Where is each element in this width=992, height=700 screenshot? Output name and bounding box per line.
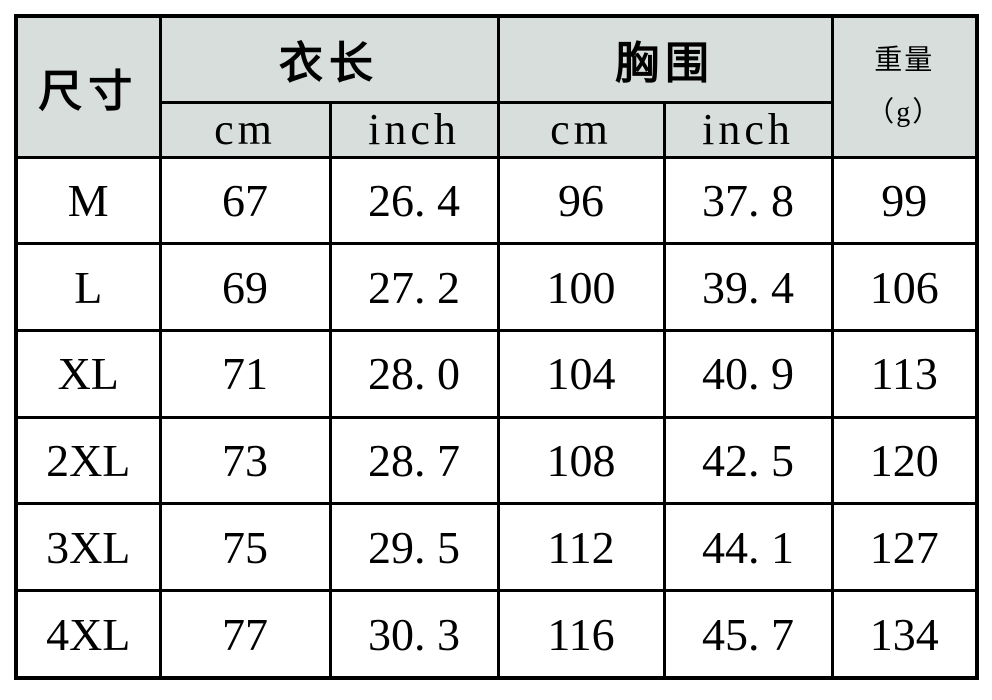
- subheader-chest-inch: inch: [662, 100, 834, 159]
- length-inch-cell: 28. 7: [328, 415, 500, 506]
- size-cell: L: [14, 242, 162, 332]
- chest-cm-cell: 96: [496, 155, 666, 246]
- chest-inch-cell: 37. 8: [662, 155, 834, 246]
- size-chart-table: 尺寸 衣长 胸围 重量 （g） cm inch cm inch M 67 26.…: [14, 14, 979, 680]
- chest-cm-cell: 116: [496, 589, 666, 680]
- header-weight: 重量 （g）: [830, 14, 979, 159]
- header-length: 衣长: [158, 14, 500, 104]
- length-cm-cell: 69: [158, 242, 332, 332]
- chest-inch-cell: 40. 9: [662, 328, 834, 419]
- weight-cell: 99: [830, 155, 979, 246]
- size-chart: 尺寸 衣长 胸围 重量 （g） cm inch cm inch M 67 26.…: [14, 14, 979, 680]
- size-cell: XL: [14, 328, 162, 419]
- chest-cm-cell: 108: [496, 415, 666, 506]
- table-row: 2XL 73 28. 7 108 42. 5 120: [14, 415, 979, 506]
- table-row: L 69 27. 2 100 39. 4 106: [14, 242, 979, 332]
- table-row: 3XL 75 29. 5 112 44. 1 127: [14, 502, 979, 593]
- weight-cell: 127: [830, 502, 979, 593]
- size-cell: 2XL: [14, 415, 162, 506]
- header-row-units: cm inch cm inch: [16, 100, 977, 159]
- length-cm-cell: 75: [158, 502, 332, 593]
- header-row-main: 尺寸 衣长 胸围 重量 （g）: [14, 14, 979, 159]
- length-cm-cell: 71: [158, 328, 332, 419]
- length-inch-cell: 27. 2: [328, 242, 500, 332]
- weight-cell: 134: [830, 589, 979, 680]
- header-chest: 胸围: [496, 14, 834, 104]
- chest-cm-cell: 100: [496, 242, 666, 332]
- length-cm-cell: 77: [158, 589, 332, 680]
- chest-cm-cell: 104: [496, 328, 666, 419]
- header-size: 尺寸: [14, 14, 162, 159]
- length-cm-cell: 67: [158, 155, 332, 246]
- weight-unit-label: （g）: [866, 96, 943, 128]
- chest-inch-cell: 42. 5: [662, 415, 834, 506]
- weight-label: 重量: [874, 44, 935, 76]
- weight-cell: 120: [830, 415, 979, 506]
- subheader-chest-cm: cm: [496, 100, 666, 159]
- size-cell: 4XL: [14, 589, 162, 680]
- size-cell: 3XL: [14, 502, 162, 593]
- length-inch-cell: 28. 0: [328, 328, 500, 419]
- table-row: XL 71 28. 0 104 40. 9 113: [14, 328, 979, 419]
- length-cm-cell: 73: [158, 415, 332, 506]
- table-row: M 67 26. 4 96 37. 8 99: [14, 155, 979, 246]
- weight-cell: 113: [830, 328, 979, 419]
- weight-cell: 106: [830, 242, 979, 332]
- subheader-length-inch: inch: [328, 100, 500, 159]
- table-row: 4XL 77 30. 3 116 45. 7 134: [14, 589, 979, 680]
- chest-inch-cell: 44. 1: [662, 502, 834, 593]
- chest-inch-cell: 45. 7: [662, 589, 834, 680]
- length-inch-cell: 30. 3: [328, 589, 500, 680]
- chest-cm-cell: 112: [496, 502, 666, 593]
- size-cell: M: [14, 155, 162, 246]
- length-inch-cell: 29. 5: [328, 502, 500, 593]
- chest-inch-cell: 39. 4: [662, 242, 834, 332]
- length-inch-cell: 26. 4: [328, 155, 500, 246]
- subheader-length-cm: cm: [158, 100, 332, 159]
